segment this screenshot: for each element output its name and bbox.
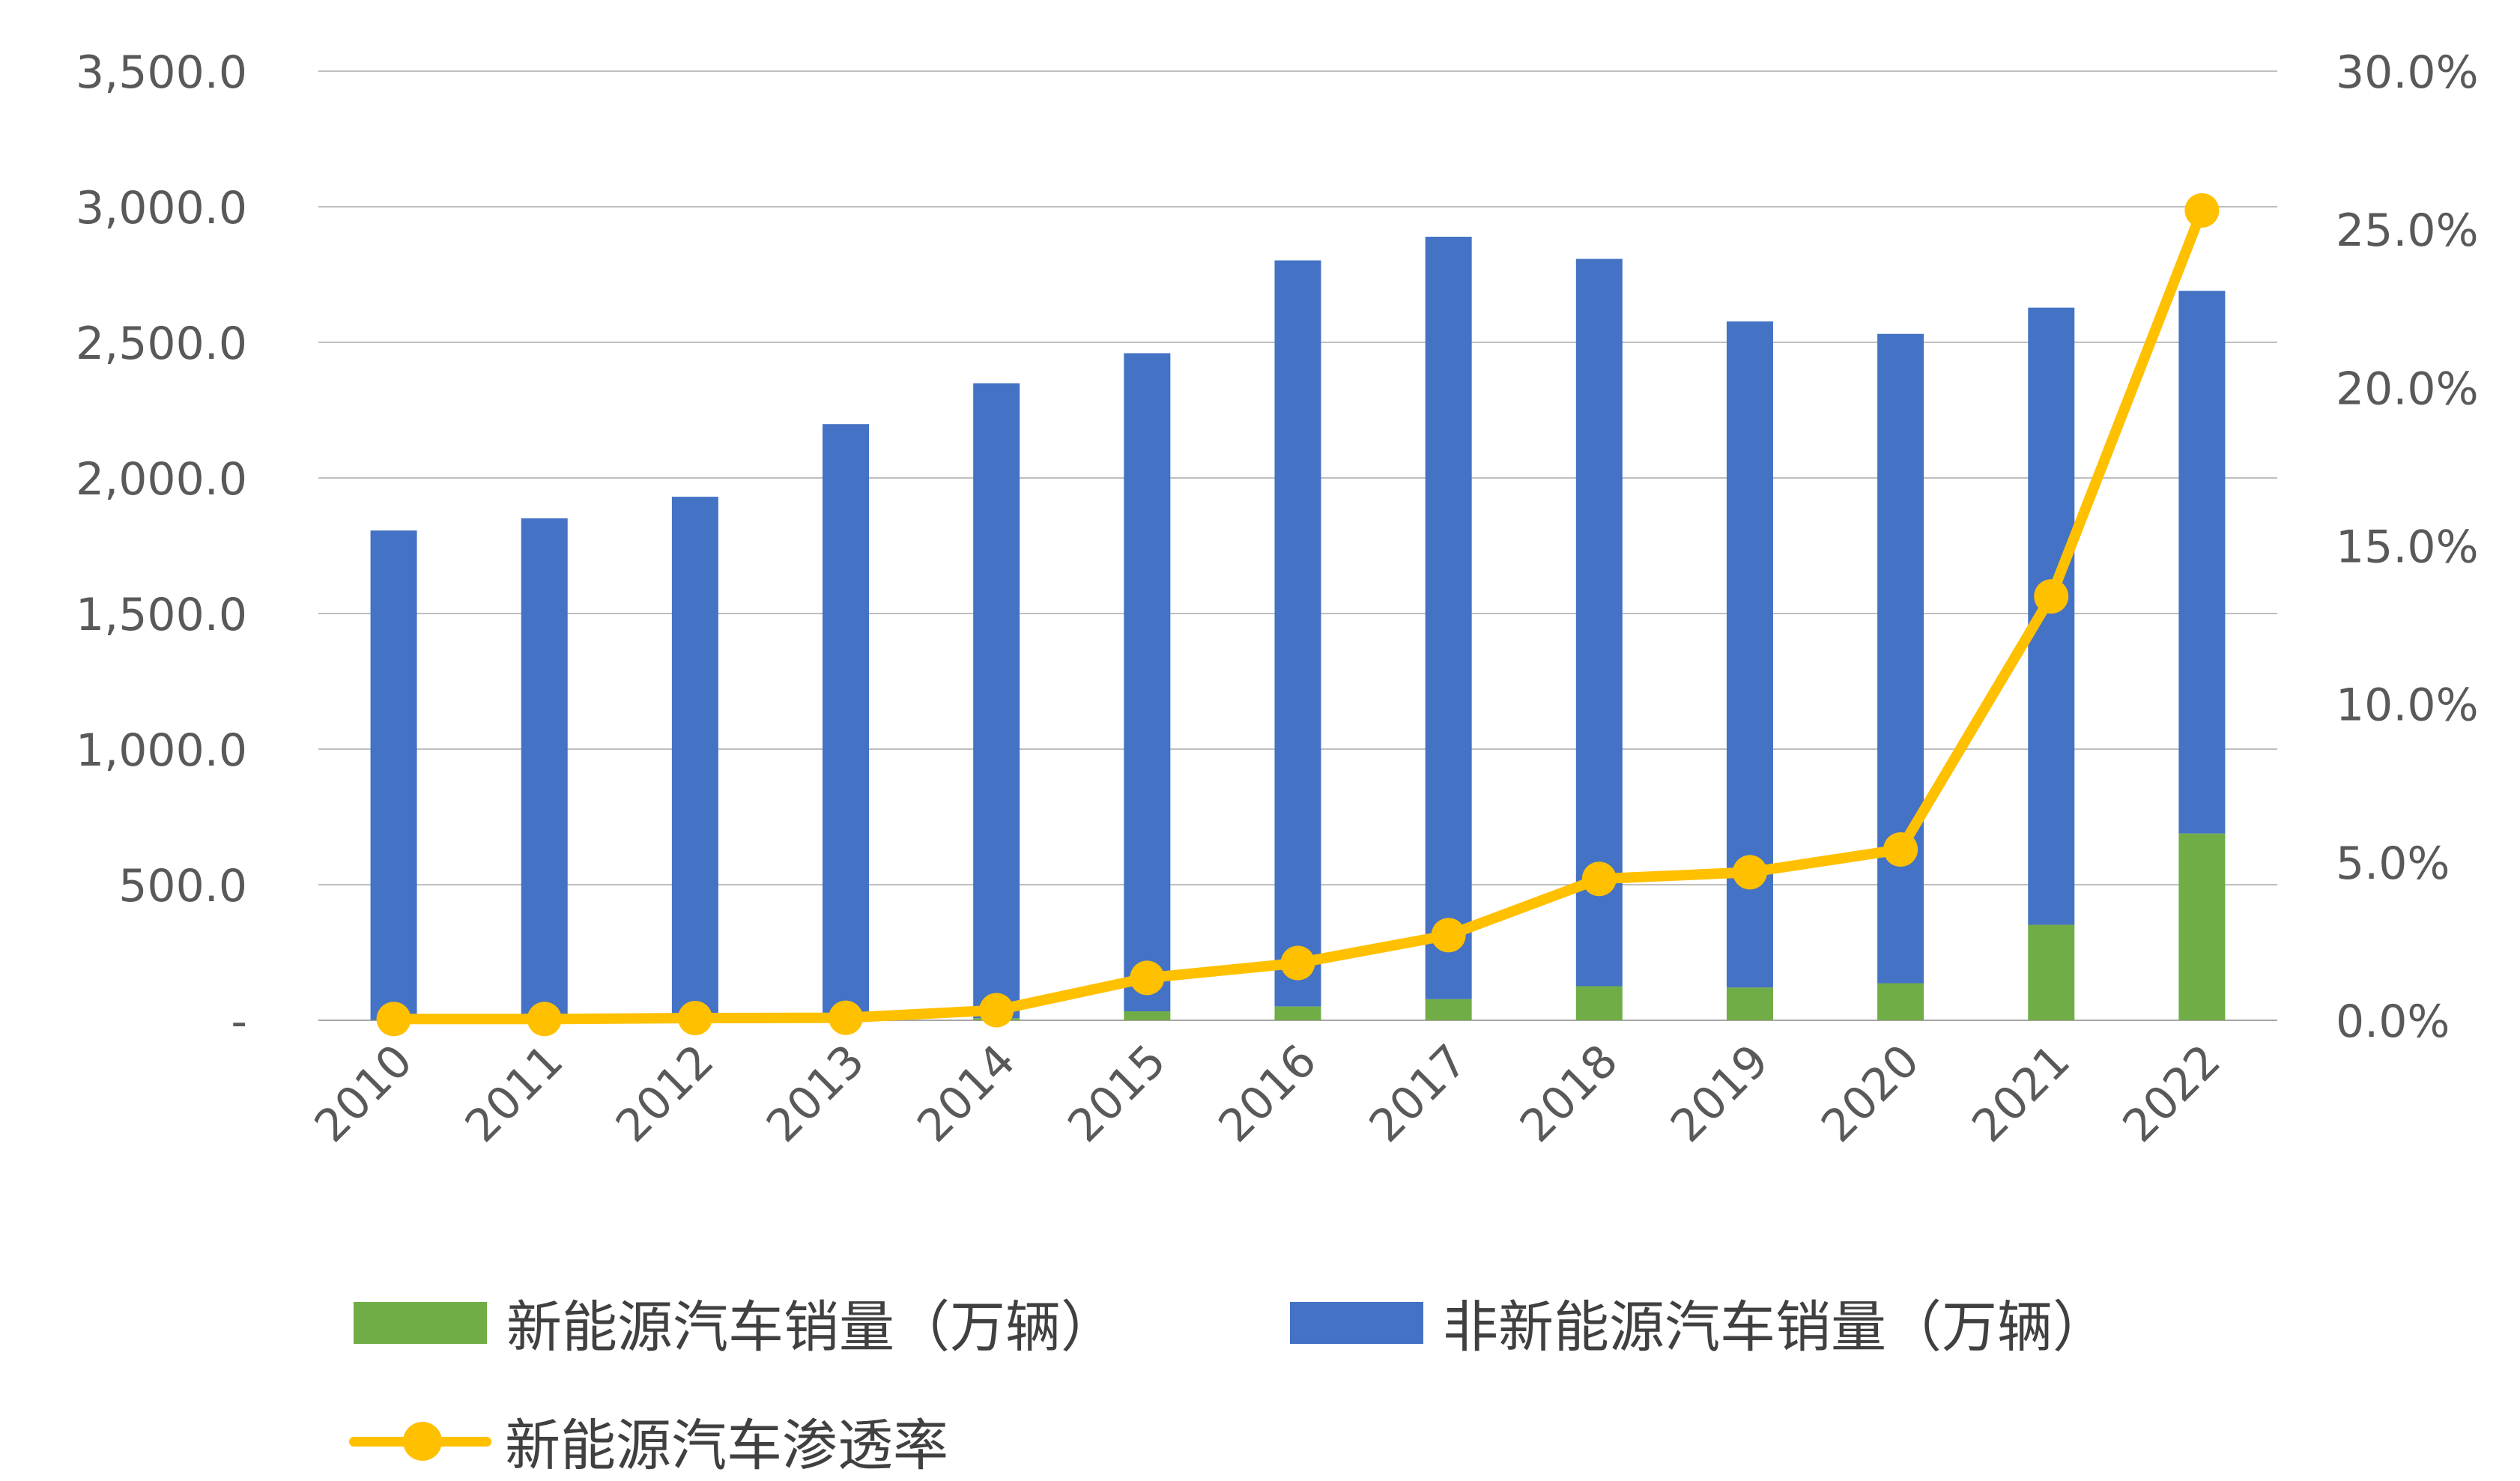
x-tick-label: 2018 (1510, 1035, 1628, 1152)
bar-non-nev (1275, 261, 1321, 1007)
legend-swatch-rate (349, 1419, 491, 1464)
x-tick-label: 2020 (1811, 1035, 1929, 1152)
x-tick-label: 2014 (907, 1035, 1025, 1152)
left-tick-label: - (231, 996, 247, 1048)
x-tick-label: 2010 (305, 1035, 422, 1152)
left-tick-label: 2,000.0 (76, 453, 247, 506)
rate-point (1281, 946, 1315, 981)
right-axis-ticks: 0.0% 5.0% 10.0% 15.0% 20.0% 25.0% 30.0% (2336, 46, 2479, 1048)
bar-non-nev (371, 530, 417, 1020)
left-axis-ticks: - 500.0 1,000.0 1,500.0 2,000.0 2,500.0 3,000.… (76, 46, 247, 1048)
right-tick-label: 10.0% (2336, 679, 2479, 732)
left-tick-label: 3,000.0 (76, 182, 247, 234)
legend-label-non-nev: 非新能源汽车销量（万辆） (1443, 1282, 2108, 1363)
rate-point (1733, 855, 1767, 889)
rate-point (377, 1002, 411, 1036)
x-tick-label: 2015 (1058, 1035, 1175, 1152)
bar-nev (1727, 987, 1773, 1020)
legend-swatch-non-nev (1290, 1302, 1423, 1344)
bar-non-nev (2178, 291, 2225, 833)
rate-point (2184, 193, 2219, 228)
left-tick-label: 2,500.0 (76, 318, 247, 370)
right-tick-label: 25.0% (2336, 205, 2479, 257)
bar-nev (1124, 1011, 1170, 1020)
rate-point (829, 1001, 863, 1035)
right-tick-label: 15.0% (2336, 521, 2479, 574)
x-tick-label: 2016 (1209, 1035, 1327, 1152)
x-tick-label: 2019 (1661, 1035, 1778, 1152)
x-tick-label: 2011 (455, 1035, 573, 1152)
legend-item-rate: 新能源汽车渗透率 (349, 1401, 948, 1481)
bar-non-nev (1877, 334, 1924, 984)
x-tick-label: 2022 (2113, 1035, 2231, 1152)
right-tick-label: 30.0% (2336, 46, 2479, 99)
legend-swatch-nev (354, 1302, 487, 1344)
legend-label-rate: 新能源汽车渗透率 (505, 1401, 948, 1481)
left-tick-label: 1,000.0 (76, 724, 247, 777)
bar-non-nev (973, 384, 1020, 1019)
legend-item-non-nev: 非新能源汽车销量（万辆） (1290, 1282, 2108, 1363)
left-tick-label: 3,500.0 (76, 46, 247, 99)
rate-point (979, 993, 1014, 1027)
rate-point (1130, 960, 1164, 995)
bar-nev (1877, 984, 1924, 1020)
bar-non-nev (1124, 353, 1170, 1011)
x-tick-label: 2012 (606, 1035, 724, 1152)
rate-point (1883, 832, 1918, 867)
left-tick-label: 500.0 (118, 860, 247, 912)
bar-nev (1576, 987, 1623, 1020)
right-tick-label: 0.0% (2336, 996, 2450, 1048)
rate-point (2034, 579, 2068, 614)
x-axis-ticks: 2010 2011 2012 2013 2014 2015 2016 2017 2018 2019… (305, 1035, 2231, 1152)
left-tick-label: 1,500.0 (76, 589, 247, 641)
rate-point (1432, 918, 1466, 952)
bar-non-nev (1426, 237, 1472, 999)
x-tick-label: 2013 (757, 1035, 874, 1152)
legend-item-nev: 新能源汽车销量（万辆） (354, 1282, 1116, 1363)
x-tick-label: 2021 (1962, 1035, 2080, 1152)
bar-series (371, 237, 2226, 1020)
bar-non-nev (521, 518, 568, 1020)
x-tick-label: 2017 (1360, 1035, 1477, 1152)
legend-label-nev: 新能源汽车销量（万辆） (506, 1282, 1116, 1363)
right-tick-label: 5.0% (2336, 838, 2450, 890)
bar-non-nev (823, 424, 869, 1020)
rate-point (527, 1002, 562, 1036)
bar-nev (2028, 925, 2074, 1020)
rate-point (1582, 861, 1617, 896)
bar-non-nev (672, 497, 718, 1020)
bar-nev (1426, 999, 1472, 1020)
rate-point (678, 1001, 712, 1035)
bar-nev (1275, 1007, 1321, 1020)
bar-nev (2178, 834, 2225, 1020)
right-tick-label: 20.0% (2336, 363, 2479, 415)
